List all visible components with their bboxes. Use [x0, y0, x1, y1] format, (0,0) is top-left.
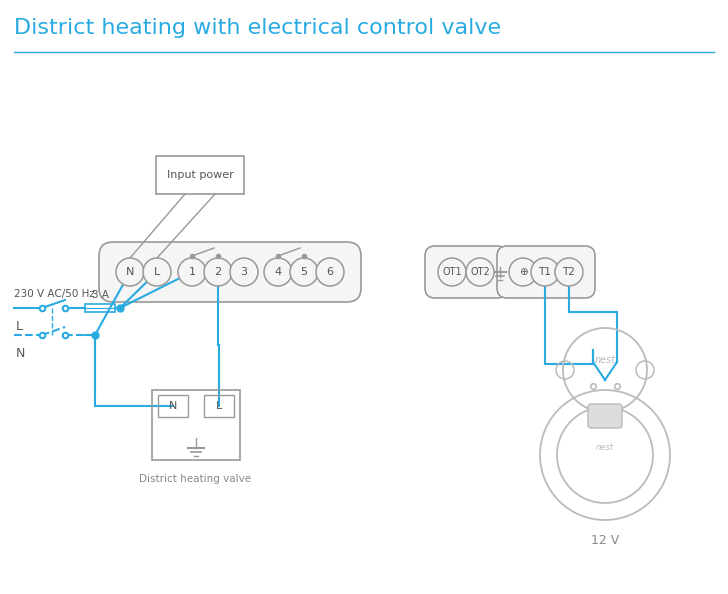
FancyBboxPatch shape	[99, 242, 361, 302]
Text: 2: 2	[215, 267, 221, 277]
Circle shape	[509, 258, 537, 286]
Text: N: N	[169, 401, 177, 411]
Circle shape	[438, 258, 466, 286]
Circle shape	[290, 258, 318, 286]
Text: 3: 3	[240, 267, 248, 277]
Text: nest: nest	[595, 355, 616, 365]
FancyBboxPatch shape	[425, 246, 507, 298]
Circle shape	[555, 258, 583, 286]
Text: L: L	[154, 267, 160, 277]
Text: 12 V: 12 V	[591, 534, 619, 547]
Text: ⊕: ⊕	[518, 267, 527, 277]
Circle shape	[230, 258, 258, 286]
Text: 230 V AC/50 Hz: 230 V AC/50 Hz	[14, 289, 95, 299]
Text: T2: T2	[563, 267, 575, 277]
Text: N: N	[16, 347, 25, 360]
Text: T1: T1	[539, 267, 551, 277]
Text: 3 A: 3 A	[92, 290, 108, 300]
Circle shape	[264, 258, 292, 286]
Circle shape	[116, 258, 144, 286]
Text: nest: nest	[596, 443, 614, 451]
Text: 1: 1	[189, 267, 196, 277]
Text: District heating valve: District heating valve	[139, 474, 251, 484]
Circle shape	[316, 258, 344, 286]
Text: 5: 5	[301, 267, 307, 277]
Circle shape	[531, 258, 559, 286]
Text: L: L	[216, 401, 222, 411]
Text: L: L	[16, 320, 23, 333]
Text: OT1: OT1	[442, 267, 462, 277]
Text: District heating with electrical control valve: District heating with electrical control…	[14, 18, 501, 38]
Circle shape	[466, 258, 494, 286]
Text: Input power: Input power	[167, 170, 234, 180]
Text: OT2: OT2	[470, 267, 490, 277]
Circle shape	[204, 258, 232, 286]
Text: 4: 4	[274, 267, 282, 277]
Circle shape	[178, 258, 206, 286]
FancyBboxPatch shape	[588, 404, 622, 428]
FancyBboxPatch shape	[497, 246, 595, 298]
Circle shape	[143, 258, 171, 286]
Text: N: N	[126, 267, 134, 277]
Text: 6: 6	[326, 267, 333, 277]
